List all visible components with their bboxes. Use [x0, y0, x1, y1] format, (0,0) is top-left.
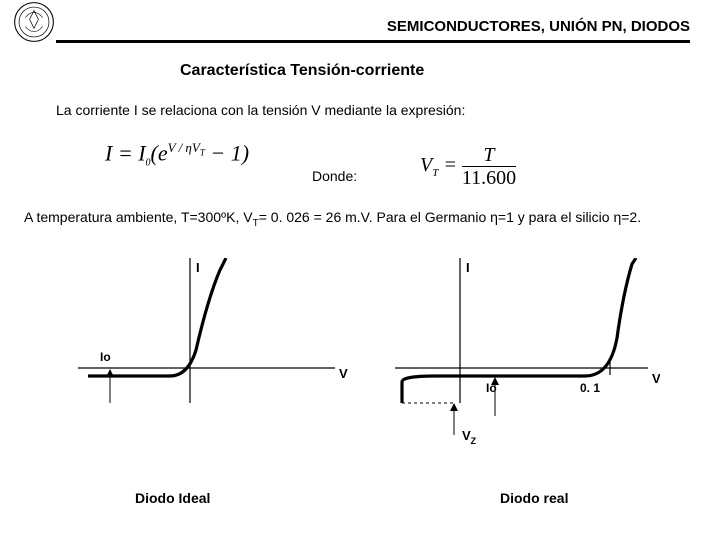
caption-ideal: Diodo Ideal: [135, 490, 210, 506]
real-v-label: V: [652, 371, 660, 386]
real-diode-graph: I V Io 0. 1 VZ: [395, 258, 660, 446]
ideal-diode-graph: I V Io: [78, 258, 348, 403]
section-title: Característica Tensión-corriente: [180, 62, 424, 80]
ideal-v-label: V: [339, 366, 348, 381]
eq1-exp: V / ηV: [168, 140, 200, 155]
para-p1: A temperatura ambiente, T=300ºK, V: [24, 209, 253, 225]
page-header: SEMICONDUCTORES, UNIÓN PN, DIODOS: [387, 18, 690, 35]
eq2-vt: V: [420, 154, 432, 176]
intro-text: La corriente I se relaciona con la tensi…: [56, 102, 465, 118]
real-vz-arrowhead: [450, 403, 458, 411]
eq1-close: ): [242, 140, 249, 165]
real-curve: [402, 258, 636, 403]
real-io-label: Io: [486, 381, 497, 395]
paragraph: A temperatura ambiente, T=300ºK, VT= 0. …: [24, 208, 690, 230]
caption-real: Diodo real: [500, 490, 568, 506]
donde-label: Donde:: [312, 168, 357, 184]
eq2-eq: =: [438, 154, 462, 176]
eq2-den: 11.600: [462, 167, 516, 188]
real-vz-label: VZ: [462, 428, 477, 446]
ideal-i-label: I: [196, 260, 200, 275]
eq2-num: T: [462, 145, 516, 167]
shockley-equation: I = I0(eV / ηVT − 1): [105, 140, 249, 169]
real-tick-label: 0. 1: [580, 381, 600, 395]
eq1-open: (: [151, 140, 158, 165]
ideal-io-arrowhead: [106, 369, 114, 377]
real-i-label: I: [466, 260, 470, 275]
header-rule: [56, 40, 690, 43]
para-p2: = 0. 026 = 26 m.V. Para el Germanio η=1 …: [259, 209, 641, 225]
iv-graphs: I V Io I V Io 0. 1 VZ: [60, 258, 660, 468]
eq1-io: I: [138, 140, 145, 165]
vt-equation: VT = T11.600: [420, 145, 516, 188]
eq1-eq: =: [112, 140, 138, 165]
eq1-e: e: [158, 140, 168, 165]
ideal-io-label: Io: [100, 350, 111, 364]
seal-icon: [12, 0, 56, 44]
eq1-m1: − 1: [205, 140, 242, 165]
